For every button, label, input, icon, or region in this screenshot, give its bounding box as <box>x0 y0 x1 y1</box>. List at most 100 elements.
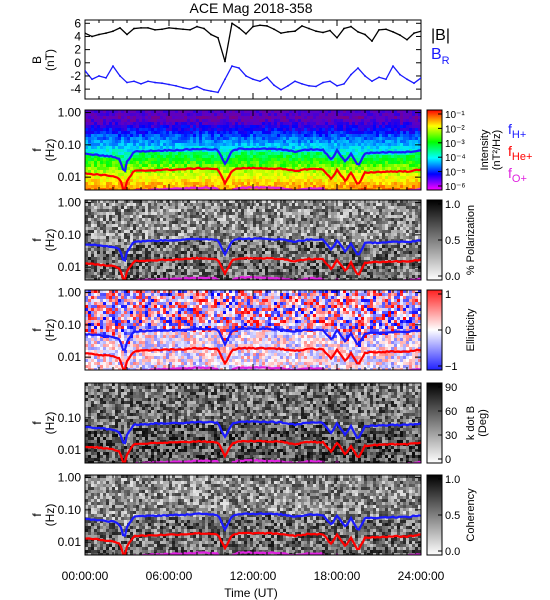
spectrogram-cell <box>112 227 115 230</box>
spectrogram-cell <box>181 242 184 245</box>
spectrogram-cell <box>376 188 379 190</box>
spectrogram-cell <box>160 158 163 161</box>
spectrogram-cell <box>343 152 346 155</box>
data-point <box>343 82 345 85</box>
spectrogram-cell <box>343 170 346 173</box>
spectrogram-cell <box>355 143 358 146</box>
spectrogram-cell <box>409 164 412 167</box>
spectrogram-cell <box>172 224 175 227</box>
spectrogram-cell <box>364 239 367 242</box>
spectrogram-cell <box>259 131 262 134</box>
spectrogram-cell <box>310 143 313 146</box>
spectrogram-cell <box>154 158 157 161</box>
spectrogram-cell <box>202 242 205 245</box>
spectrogram-cell <box>349 149 352 152</box>
spectrogram-cell <box>382 146 385 149</box>
spectrogram-cell <box>283 134 286 137</box>
spectrogram-cell <box>409 176 412 179</box>
spectrogram-cell <box>178 164 181 167</box>
spectrogram-cell <box>418 212 421 215</box>
spectrogram-cell <box>316 122 319 125</box>
spectrogram-cell <box>295 161 298 164</box>
spectrogram-cell <box>307 131 310 134</box>
spectrogram-cell <box>334 212 337 215</box>
spectrogram-cell <box>226 131 229 134</box>
spectrogram-cell <box>331 227 334 230</box>
spectrogram-cell <box>316 113 319 116</box>
spectrogram-cell <box>115 215 118 218</box>
spectrogram-cell <box>292 113 295 116</box>
spectrogram-cell <box>208 164 211 167</box>
spectrogram-cell <box>295 203 298 206</box>
spectrogram-cell <box>226 143 229 146</box>
spectrogram-cell <box>337 125 340 128</box>
spectrogram-cell <box>355 227 358 230</box>
spectrogram-cell <box>205 161 208 164</box>
spectrogram-cell <box>187 209 190 212</box>
spectrogram-cell <box>382 200 385 203</box>
spectrogram-cell <box>220 137 223 140</box>
spectrogram-cell <box>376 122 379 125</box>
spectrogram-cell <box>196 125 199 128</box>
spectrogram-cell <box>241 110 244 113</box>
spectrogram-cell <box>301 227 304 230</box>
spectrogram-cell <box>247 215 250 218</box>
spectrogram-cell <box>160 185 163 188</box>
spectrogram-cell <box>385 164 388 167</box>
spectrogram-cell <box>298 179 301 182</box>
spectrogram-cell <box>160 182 163 185</box>
data-point <box>238 27 240 29</box>
spectrogram-cell <box>271 116 274 119</box>
spectrogram-cell <box>109 128 112 131</box>
spectrogram-cell <box>418 203 421 206</box>
spectrogram-cell <box>121 146 124 149</box>
spectrogram-cell <box>283 182 286 185</box>
spectrogram-cell <box>340 182 343 185</box>
spectrogram-cell <box>265 146 268 149</box>
spectrogram-cell <box>106 188 109 190</box>
spectrogram-cell <box>337 227 340 230</box>
spectrogram-cell <box>286 161 289 164</box>
spectrogram-cell <box>190 188 193 190</box>
spectrogram-cell <box>148 128 151 131</box>
spectrogram-cell <box>277 236 280 239</box>
series-segment <box>392 31 401 36</box>
spectrogram-cell <box>91 224 94 227</box>
spectrogram-cell <box>229 179 232 182</box>
spectrogram-cell <box>244 161 247 164</box>
spectrogram-cell <box>355 170 358 173</box>
spectrogram-cell <box>253 137 256 140</box>
spectrogram-cell <box>217 173 220 176</box>
spectrogram-cell <box>229 215 232 218</box>
spectrogram-cell <box>136 221 139 224</box>
spectrogram-cell <box>103 206 106 209</box>
spectrogram-cell <box>88 185 91 188</box>
spectrogram-cell <box>100 212 103 215</box>
spectrogram-cell <box>256 221 259 224</box>
spectrogram-cell <box>268 230 271 233</box>
spectrogram-cell <box>349 212 352 215</box>
spectrogram-cell <box>220 218 223 221</box>
spectrogram-cell <box>367 203 370 206</box>
data-point <box>175 84 177 87</box>
spectrogram-cell <box>91 230 94 233</box>
spectrogram-cell <box>415 230 418 233</box>
spectrogram-cell <box>238 161 241 164</box>
spectrogram-cell <box>253 125 256 128</box>
spectrogram-cell <box>337 209 340 212</box>
spectrogram-cell <box>250 110 253 113</box>
spectrogram-cell <box>160 167 163 170</box>
spectrogram-cell <box>382 110 385 113</box>
spectrogram-cell <box>109 221 112 224</box>
spectrogram-cell <box>400 233 403 236</box>
spectrogram-cell <box>415 224 418 227</box>
spectrogram-cell <box>325 206 328 209</box>
spectrogram-cell <box>256 140 259 143</box>
spectrogram-cell <box>334 203 337 206</box>
spectrogram-cell <box>223 131 226 134</box>
spectrogram-cell <box>385 230 388 233</box>
spectrogram-cell <box>358 116 361 119</box>
spectrogram-cell <box>352 236 355 239</box>
spectrogram-cell <box>202 206 205 209</box>
spectrogram-cell <box>400 230 403 233</box>
